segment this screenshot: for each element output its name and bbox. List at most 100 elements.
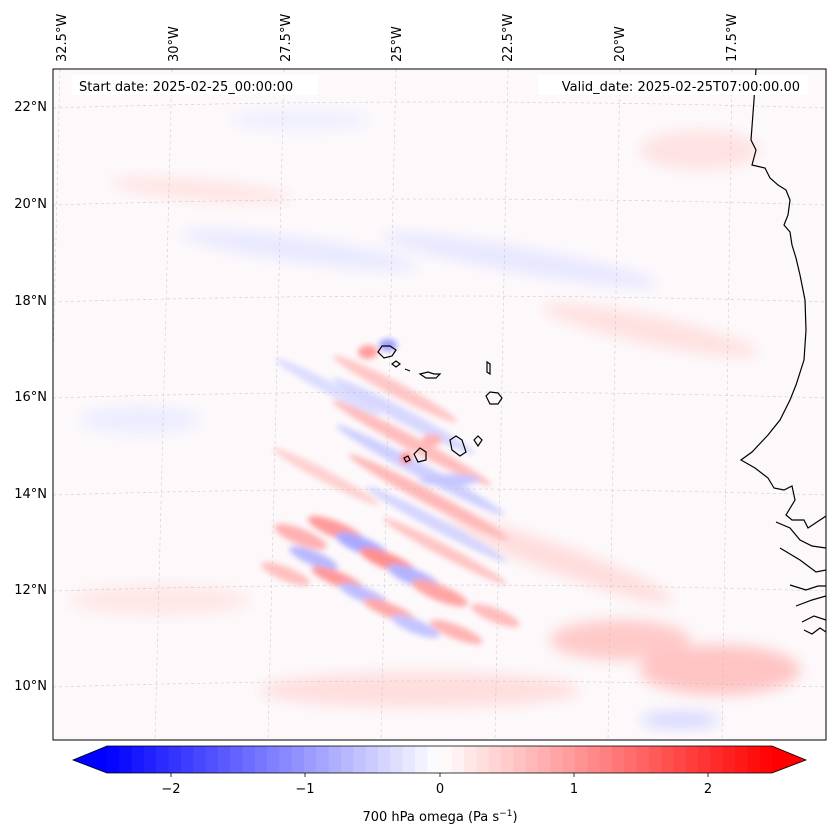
colorbar-step	[759, 746, 773, 773]
start-date-label: Start date: 2025-02-25_00:00:00	[79, 80, 293, 95]
colorbar-step	[230, 746, 244, 773]
colorbar-step	[661, 746, 675, 773]
colorbar-extend-low	[73, 746, 107, 773]
colorbar-step	[377, 746, 391, 773]
date-labels: Start date: 2025-02-25_00:00:00 Valid_da…	[72, 75, 808, 95]
colorbar-step	[131, 746, 145, 773]
colorbar-step	[698, 746, 712, 773]
colorbar-step	[464, 746, 478, 773]
colorbar-step	[427, 746, 441, 773]
latitude-labels: 22°N 20°N 18°N 16°N 14°N 12°N 10°N	[14, 100, 47, 694]
island-boa-vista	[485, 391, 503, 405]
island-maio	[473, 435, 483, 448]
colorbar-step	[291, 746, 305, 773]
valid-date-label: Valid_date: 2025-02-25T07:00:00.00	[562, 80, 800, 95]
colorbar-label: 700 hPa omega (Pa s−1)	[362, 809, 517, 825]
colorbar-step	[587, 746, 601, 773]
colorbar-step	[599, 746, 613, 773]
colorbar-step	[624, 746, 638, 773]
colorbar-step	[390, 746, 404, 773]
colorbar-step	[119, 746, 133, 773]
island-brava	[403, 455, 411, 463]
colorbar-step	[685, 746, 699, 773]
colorbar-step	[156, 746, 170, 773]
colorbar-step	[365, 746, 379, 773]
colorbar-extend-high	[772, 746, 806, 773]
colorbar-step	[205, 746, 219, 773]
colorbar-step	[747, 746, 761, 773]
cape-verde-islands	[377, 345, 503, 463]
coastlines	[739, 69, 826, 635]
island-sao-vicente	[391, 360, 401, 368]
colorbar-step	[279, 746, 293, 773]
colorbar-step	[107, 746, 120, 773]
colorbar-step	[328, 746, 342, 773]
colorbar-tick-label: −2	[161, 782, 180, 797]
lon-label: 32.5°W	[55, 14, 70, 62]
colorbar-step	[673, 746, 687, 773]
colorbar-step	[168, 746, 182, 773]
lon-label: 22.5°W	[501, 14, 516, 62]
colorbar-outline	[71, 745, 808, 774]
colorbar-step	[414, 746, 428, 773]
colorbar-step	[476, 746, 490, 773]
island-fogo	[413, 447, 427, 463]
africa-coastline	[739, 69, 826, 529]
graticule	[53, 69, 826, 740]
colorbar-step	[267, 746, 280, 773]
colorbar-step	[648, 746, 662, 773]
island-santiago	[449, 435, 467, 457]
colorbar-step	[340, 746, 354, 773]
start-date-box	[72, 75, 318, 95]
colorbar-step	[316, 746, 330, 773]
lat-label: 22°N	[14, 100, 47, 115]
colorbar-step	[217, 746, 231, 773]
colorbar-step	[513, 746, 527, 773]
colorbar-step	[538, 746, 551, 773]
longitude-labels: 32.5°W 30°W 27.5°W 25°W 22.5°W 20°W 17.5…	[55, 14, 740, 62]
map-frame	[52, 68, 827, 741]
colorbar-step	[353, 746, 367, 773]
map-panel: Start date: 2025-02-25_00:00:00 Valid_da…	[53, 69, 826, 740]
lat-label: 10°N	[14, 679, 47, 694]
colorbar-step	[611, 746, 625, 773]
colorbar-step	[525, 746, 539, 773]
colorbar-step	[488, 746, 502, 773]
lat-label: 20°N	[14, 197, 47, 212]
colorbar: −2 −1 0 1 2 700 hPa omega (Pa s−1)	[71, 745, 808, 825]
colorbar-tick-label: 1	[570, 782, 578, 797]
lat-label: 16°N	[14, 390, 47, 405]
colorbar-step	[562, 746, 576, 773]
lon-label: 20°W	[613, 26, 628, 62]
colorbar-tick-label: 2	[704, 782, 712, 797]
colorbar-step	[193, 746, 207, 773]
island-santo-antao	[377, 345, 397, 359]
valid-date-box	[538, 75, 808, 95]
colorbar-step	[439, 746, 453, 773]
lon-label: 25°W	[390, 26, 405, 62]
colorbar-step	[304, 746, 317, 773]
colorbar-step	[710, 746, 724, 773]
colorbar-tick-label: 0	[436, 782, 444, 797]
colorbar-step	[143, 746, 157, 773]
omega-field-broad	[70, 110, 800, 728]
island-santa-luzia	[404, 368, 411, 372]
lat-label: 14°N	[14, 487, 47, 502]
lon-label: 30°W	[167, 26, 182, 62]
colorbar-tick-label: −1	[295, 782, 314, 797]
colorbar-step	[735, 746, 748, 773]
colorbar-step	[501, 746, 514, 773]
lon-label: 27.5°W	[279, 14, 294, 62]
lat-label: 12°N	[14, 583, 47, 598]
colorbar-step	[242, 746, 256, 773]
colorbar-step	[180, 746, 194, 773]
colorbar-ticks	[170, 773, 709, 777]
lon-label: 17.5°W	[725, 14, 740, 62]
island-sao-nicolau	[418, 371, 442, 379]
colorbar-steps	[73, 746, 806, 773]
colorbar-step	[574, 746, 588, 773]
lat-label: 18°N	[14, 294, 47, 309]
colorbar-step	[550, 746, 564, 773]
colorbar-step	[402, 746, 416, 773]
